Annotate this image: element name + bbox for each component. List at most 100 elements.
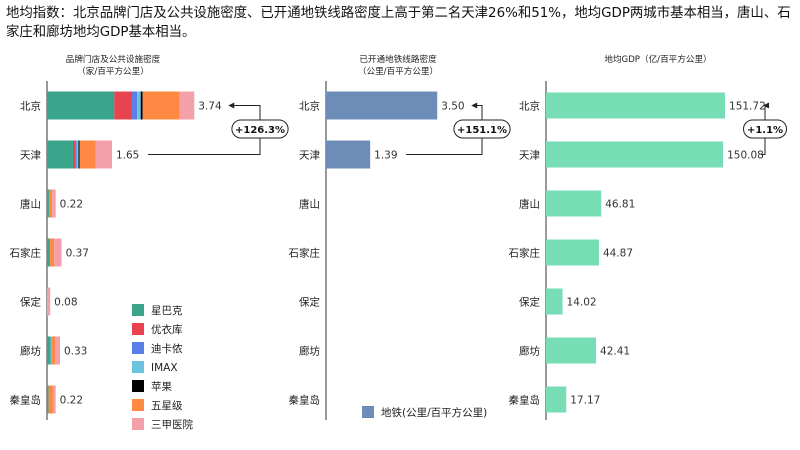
chart-1-category-label: 石家庄 [10, 247, 42, 260]
chart-1-data-label: 0.37 [66, 248, 89, 260]
chart-3-category-label: 天津 [519, 150, 540, 162]
chart-2-category-label: 唐山 [299, 198, 320, 211]
chart-2-title-line: 已开通地铁线路密度 [359, 53, 437, 65]
chart-3-bar [546, 190, 602, 217]
chart-1-bar [47, 140, 73, 169]
chart-2-annotation-pill [453, 119, 511, 139]
chart-3-bar [546, 288, 563, 315]
chart-3-bar [546, 141, 724, 168]
chart-1-data-label: 3.74 [198, 101, 222, 113]
chart-1-bar [95, 140, 112, 169]
chart-3-bar [546, 92, 726, 119]
chart-1-bar [55, 336, 60, 365]
chart-1-category-label: 秦皇岛 [10, 394, 42, 407]
chart-2-data-label: 1.39 [374, 150, 397, 162]
chart-2-legend-swatch [362, 406, 374, 418]
chart-3-data-label: 42.41 [600, 346, 630, 358]
chart-1-legend-swatch [132, 418, 144, 430]
chart-1-data-label: 0.22 [60, 199, 83, 211]
chart-1-bar [48, 189, 53, 218]
chart-1-bar [52, 189, 56, 218]
chart-1-legend-swatch [132, 399, 144, 411]
chart-2-annotation-text: +151.1% [457, 125, 507, 136]
chart-1-data-label: 0.33 [64, 346, 87, 358]
chart-1-legend-label: 迪卡侬 [151, 342, 183, 355]
chart-1-bar [51, 336, 56, 365]
chart-1-bar [140, 91, 143, 120]
chart-1-annotation-arrowhead [228, 102, 235, 109]
chart-1-annotation-pill [231, 119, 289, 139]
chart-1-legend-swatch [132, 342, 144, 354]
chart-1-legend-label: 三甲医院 [151, 418, 193, 431]
chart-2-bar [326, 140, 371, 169]
chart-3-data-label: 151.72 [729, 101, 766, 113]
chart-3-category-label: 北京 [519, 100, 540, 113]
chart-1-bar [47, 287, 51, 316]
chart-1-bar [47, 238, 50, 267]
chart-3-data-label: 17.17 [570, 395, 600, 407]
chart-3-category-label: 秦皇岛 [509, 394, 541, 407]
chart-1-bar [137, 91, 141, 120]
chart-3-data-label: 14.02 [567, 297, 597, 309]
chart-1-bar [142, 91, 180, 120]
chart-1-data-label: 0.08 [54, 297, 77, 309]
chart-2-category-label: 天津 [299, 150, 320, 162]
chart-3-data-label: 44.87 [603, 248, 633, 260]
chart-3-annotation-text: +1.1% [747, 125, 783, 136]
chart-1-bar [47, 91, 115, 120]
chart-2-category-label: 秦皇岛 [289, 394, 321, 407]
chart-1-data-label: 1.65 [116, 150, 139, 162]
chart-1-bar [47, 189, 49, 218]
chart-1-legend-label: 五星级 [151, 400, 183, 412]
chart-3-title-line: 地均GDP（亿/百平方公里） [604, 53, 711, 65]
chart-1-bar [54, 238, 62, 267]
chart-3-category-label: 廊坊 [519, 345, 540, 358]
chart-1-data-label: 0.22 [60, 395, 83, 407]
chart-1-bar [179, 91, 195, 120]
chart-2-data-label: 3.50 [441, 101, 464, 113]
chart-2-category-label: 保定 [299, 296, 320, 309]
chart-3-bar [546, 337, 597, 364]
chart-1-bar [47, 336, 51, 365]
chart-2-category-label: 北京 [299, 100, 320, 113]
chart-1-title-line: 品牌门店及公共设施密度 [66, 53, 161, 65]
chart-1-legend-label: 星巴克 [151, 305, 183, 317]
chart-1-bar [49, 238, 51, 267]
chart-1-bar [50, 336, 52, 365]
chart-1-bar [72, 140, 75, 169]
chart-3-category-label: 保定 [519, 296, 540, 309]
chart-2-legend-label: 地铁(公里/百平方公里) [381, 406, 487, 419]
chart-1-legend-swatch [132, 361, 144, 373]
chart-1-bar [79, 140, 96, 169]
chart-1-bar [132, 91, 138, 120]
chart-1-bar [114, 91, 133, 120]
chart-3-data-label: 46.81 [605, 199, 635, 211]
chart-3-data-label: 150.08 [727, 150, 764, 162]
chart-1-legend-label: 优衣库 [151, 323, 183, 336]
chart-1-legend-swatch [132, 380, 144, 392]
chart-1-bar [52, 385, 56, 414]
chart-3-category-label: 唐山 [519, 198, 540, 211]
chart-1-bar [74, 140, 77, 169]
chart-1-legend-label: IMAX [151, 362, 178, 374]
chart-1-bar [78, 140, 80, 169]
chart-1-bar [50, 238, 55, 267]
chart-1-legend-swatch [132, 304, 144, 316]
chart-1-legend-swatch [132, 323, 144, 335]
chart-2-category-label: 廊坊 [299, 345, 320, 358]
chart-2-bar [326, 91, 438, 120]
chart-2-title-line: （公里/百平方公里） [358, 65, 438, 77]
chart-3-bar [546, 386, 567, 413]
chart-1-legend-label: 苹果 [151, 380, 172, 393]
headline: 地均指数：北京品牌门店及公共设施密度、已开通地铁线路密度上高于第二名天津26%和… [6, 6, 791, 40]
chart-2-category-label: 石家庄 [289, 247, 321, 260]
chart-3-annotation-pill [743, 119, 787, 139]
chart-2-annotation-arrowhead [471, 102, 478, 109]
chart-3-category-label: 石家庄 [509, 247, 541, 260]
chart-1-category-label: 唐山 [20, 198, 41, 211]
chart-1-bar [48, 385, 53, 414]
chart-1-category-label: 天津 [20, 150, 41, 162]
chart-1-bar [76, 140, 79, 169]
